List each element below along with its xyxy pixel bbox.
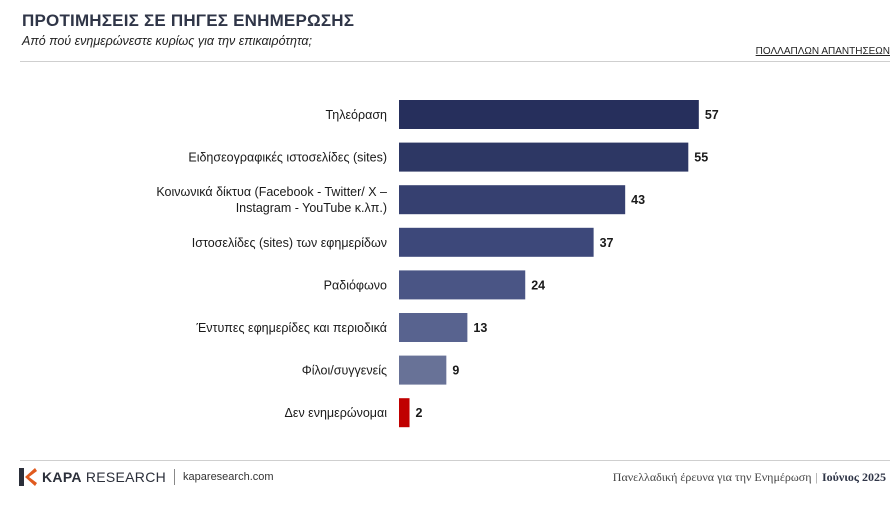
footer-divider [20, 460, 890, 461]
bar-chart: 57 Τηλεόραση 55 Ειδησεογραφικές ιστοσελίδες… [156, 100, 719, 428]
category-label-line: Ιστοσελίδες (sites) των εφημερίδων [192, 236, 387, 250]
bar-1 [399, 100, 699, 129]
category-label-line: Τηλεόραση [326, 108, 387, 122]
survey-date: Ιούνιος 2025 [821, 470, 886, 484]
data-label-3: 43 [631, 193, 645, 207]
category-label-line: Έντυπες εφημερίδες και περιοδικά [195, 321, 387, 335]
brand-separator [174, 469, 176, 485]
data-label-6: 13 [473, 321, 487, 335]
category-label-3: Κοινωνικά δίκτυα (Facebook - Twitter/ X … [156, 185, 387, 215]
data-label-7: 9 [452, 364, 459, 378]
page-subtitle: Από πού ενημερώνεστε κυρίως για την επικ… [22, 34, 312, 48]
data-label-1: 57 [705, 108, 719, 122]
category-label-5: Ραδιόφωνο [324, 278, 387, 292]
category-label-4: Ιστοσελίδες (sites) των εφημερίδων [192, 236, 387, 250]
brand-website: kaparesearch.com [183, 471, 274, 483]
header-divider [20, 61, 890, 62]
data-label-5: 24 [531, 278, 545, 292]
bar-7 [399, 355, 447, 385]
category-label-line: Δεν ενημερώνομαι [285, 406, 388, 420]
category-label-line: Instagram - YouTube κ.λπ.) [236, 201, 387, 215]
category-label-1: Τηλεόραση [326, 108, 387, 122]
footer-brand: KAPA RESEARCH kaparesearch.com [18, 466, 274, 488]
brand-name-light: RESEARCH [85, 469, 167, 485]
bar-4 [399, 227, 594, 257]
survey-info: Πανελλαδική έρευνα για την Ενημέρωση | Ιού… [612, 470, 886, 484]
bar-6 [399, 313, 468, 342]
bar-3 [399, 185, 626, 215]
bar-2 [399, 142, 689, 172]
data-label-4: 37 [600, 236, 614, 250]
data-label-8: 2 [416, 406, 423, 420]
category-label-line: Κοινωνικά δίκτυα (Facebook - Twitter/ X … [156, 185, 387, 199]
category-label-line: Φίλοι/συγγενείς [302, 364, 387, 378]
multiple-answers-note: ΠΟΛΛΑΠΛΩΝ ΑΠΑΝΤΗΣΕΩΝ [755, 46, 890, 57]
category-label-8: Δεν ενημερώνομαι [285, 406, 388, 420]
page-title: ΠΡΟΤΙΜΗΣΕΙΣ ΣΕ ΠΗΓΕΣ ΕΝΗΜΕΡΩΣΗΣ [22, 11, 355, 30]
category-label-line: Ραδιόφωνο [324, 278, 387, 292]
category-label-7: Φίλοι/συγγενείς [302, 364, 387, 378]
data-label-2: 55 [694, 151, 708, 165]
brand-name-bold: KAPA [42, 469, 82, 485]
kapa-logo-icon [19, 468, 37, 486]
bar-8 [399, 398, 410, 428]
survey-name: Πανελλαδική έρευνα για την Ενημέρωση [612, 470, 812, 484]
category-label-line: Ειδησεογραφικές ιστοσελίδες (sites) [188, 151, 387, 165]
category-label-6: Έντυπες εφημερίδες και περιοδικά [195, 321, 387, 335]
bar-5 [399, 270, 526, 300]
category-label-2: Ειδησεογραφικές ιστοσελίδες (sites) [188, 151, 387, 165]
